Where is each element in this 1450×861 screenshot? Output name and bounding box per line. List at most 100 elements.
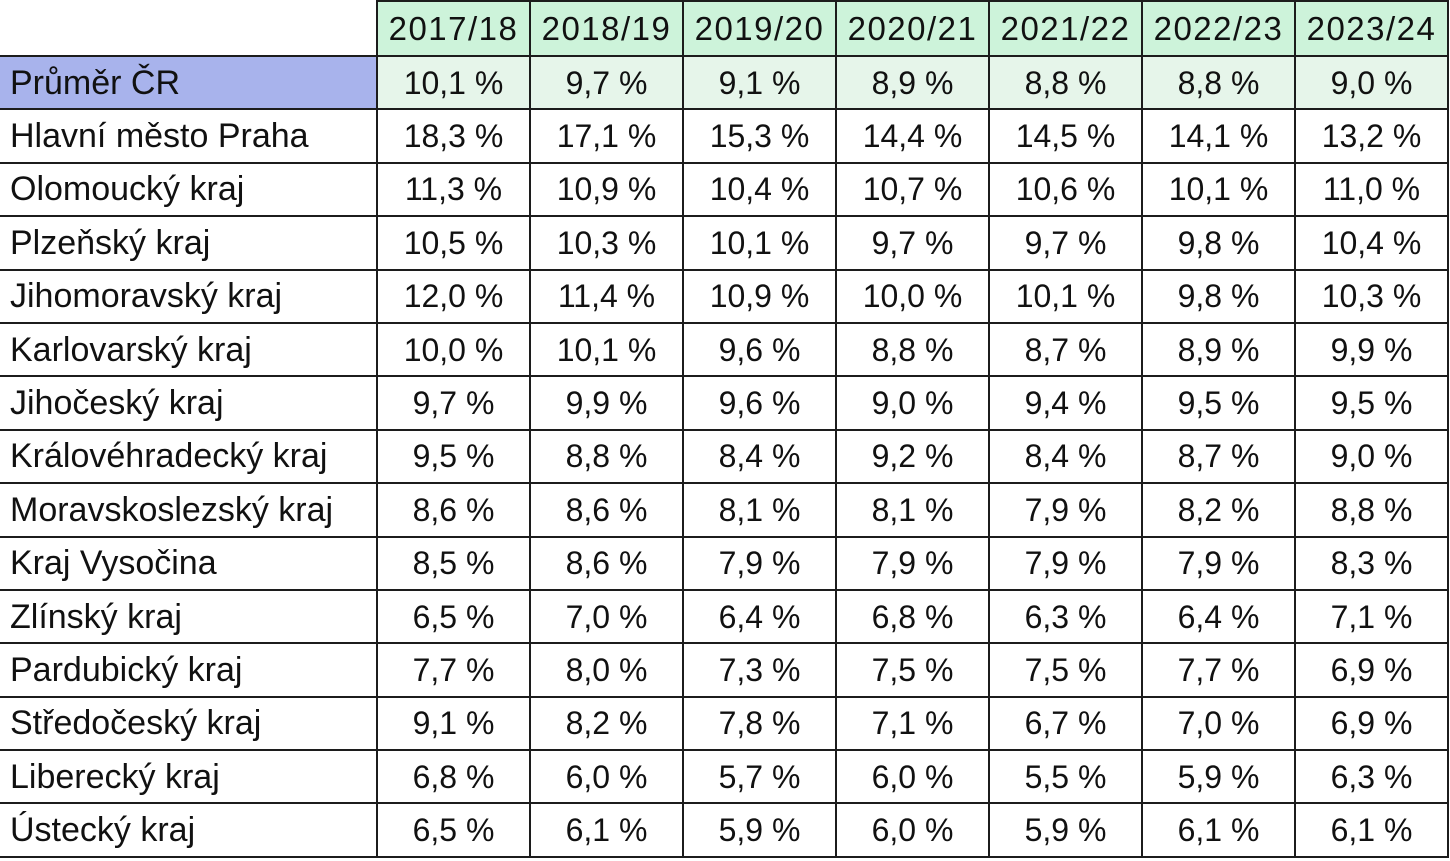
value-cell: 8,2 % bbox=[529, 695, 684, 752]
table-header: 2017/18 2018/19 2019/20 2020/21 2021/22 2022/… bbox=[0, 0, 1449, 57]
value-cell: 8,8 % bbox=[529, 428, 684, 485]
value-cell: 6,5 % bbox=[376, 802, 531, 858]
region-row: Středočeský kraj 9,1 % 8,2 % 7,8 % 7,1 % 6,7 … bbox=[0, 695, 1449, 752]
value-cell: 7,0 % bbox=[529, 588, 684, 645]
value-cell: 8,8 % bbox=[988, 54, 1143, 111]
value-cell: 17,1 % bbox=[529, 108, 684, 164]
value-cell: 14,1 % bbox=[1141, 108, 1296, 164]
value-cell: 9,5 % bbox=[1294, 375, 1449, 431]
region-row: Jihomoravský kraj 12,0 % 11,4 % 10,9 % 10,0 … bbox=[0, 268, 1449, 324]
value-cell: 10,9 % bbox=[529, 161, 684, 218]
value-cell: 10,9 % bbox=[682, 268, 837, 324]
value-cell: 10,4 % bbox=[1294, 215, 1449, 271]
region-row: Kraj Vysočina 8,5 % 8,6 % 7,9 % 7,9 % 7,9 % 7,… bbox=[0, 535, 1449, 591]
value-cell: 6,8 % bbox=[376, 749, 531, 805]
value-cell: 10,1 % bbox=[682, 215, 837, 271]
value-cell: 9,1 % bbox=[682, 54, 837, 111]
value-cell: 10,3 % bbox=[529, 215, 684, 271]
value-cell: 9,5 % bbox=[376, 428, 531, 485]
row-label: Zlínský kraj bbox=[0, 588, 378, 645]
value-cell: 9,0 % bbox=[1294, 428, 1449, 485]
value-cell: 8,2 % bbox=[1141, 482, 1296, 538]
value-cell: 6,7 % bbox=[988, 695, 1143, 752]
value-cell: 9,7 % bbox=[529, 54, 684, 111]
row-label: Kraj Vysočina bbox=[0, 535, 378, 591]
value-cell: 14,5 % bbox=[988, 108, 1143, 164]
value-cell: 11,0 % bbox=[1294, 161, 1449, 218]
value-cell: 6,4 % bbox=[682, 588, 837, 645]
row-label: Hlavní město Praha bbox=[0, 108, 378, 164]
value-cell: 7,9 % bbox=[1141, 535, 1296, 591]
value-cell: 8,6 % bbox=[376, 482, 531, 538]
column-header-2020-21: 2020/21 bbox=[835, 0, 990, 57]
value-cell: 9,7 % bbox=[376, 375, 531, 431]
value-cell: 7,9 % bbox=[682, 535, 837, 591]
column-header-2021-22: 2021/22 bbox=[988, 0, 1143, 57]
region-row: Moravskoslezský kraj 8,6 % 8,6 % 8,1 % 8,1 %… bbox=[0, 482, 1449, 538]
value-cell: 6,1 % bbox=[1294, 802, 1449, 858]
value-cell: 5,7 % bbox=[682, 749, 837, 805]
region-row: Ústecký kraj 6,5 % 6,1 % 5,9 % 6,0 % 5,9 % 6,1… bbox=[0, 802, 1449, 858]
value-cell: 11,3 % bbox=[376, 161, 531, 218]
header-row: 2017/18 2018/19 2019/20 2020/21 2021/22 2022/… bbox=[0, 0, 1449, 57]
value-cell: 6,1 % bbox=[1141, 802, 1296, 858]
row-label: Olomoucký kraj bbox=[0, 161, 378, 218]
value-cell: 13,2 % bbox=[1294, 108, 1449, 164]
value-cell: 8,3 % bbox=[1294, 535, 1449, 591]
value-cell: 6,1 % bbox=[529, 802, 684, 858]
average-row: Průměr ČR 10,1 % 9,7 % 9,1 % 8,9 % 8,8 % 8,8 %… bbox=[0, 54, 1449, 111]
value-cell: 8,8 % bbox=[1141, 54, 1296, 111]
value-cell: 9,1 % bbox=[376, 695, 531, 752]
row-label: Středočeský kraj bbox=[0, 695, 378, 752]
row-label: Průměr ČR bbox=[0, 54, 378, 111]
value-cell: 7,7 % bbox=[376, 642, 531, 698]
value-cell: 6,0 % bbox=[835, 749, 990, 805]
value-cell: 8,6 % bbox=[529, 535, 684, 591]
row-label: Jihočeský kraj bbox=[0, 375, 378, 431]
value-cell: 9,6 % bbox=[682, 321, 837, 378]
value-cell: 8,1 % bbox=[682, 482, 837, 538]
value-cell: 8,9 % bbox=[835, 54, 990, 111]
value-cell: 8,0 % bbox=[529, 642, 684, 698]
value-cell: 7,7 % bbox=[1141, 642, 1296, 698]
value-cell: 9,4 % bbox=[988, 375, 1143, 431]
row-label: Pardubický kraj bbox=[0, 642, 378, 698]
value-cell: 6,0 % bbox=[835, 802, 990, 858]
row-label: Karlovarský kraj bbox=[0, 321, 378, 378]
value-cell: 7,3 % bbox=[682, 642, 837, 698]
region-row: Zlínský kraj 6,5 % 7,0 % 6,4 % 6,8 % 6,3 % 6,4… bbox=[0, 588, 1449, 645]
value-cell: 7,8 % bbox=[682, 695, 837, 752]
value-cell: 6,0 % bbox=[529, 749, 684, 805]
value-cell: 8,6 % bbox=[529, 482, 684, 538]
region-row: Jihočeský kraj 9,7 % 9,9 % 9,6 % 9,0 % 9,4 % 9… bbox=[0, 375, 1449, 431]
row-label: Liberecký kraj bbox=[0, 749, 378, 805]
value-cell: 7,9 % bbox=[988, 535, 1143, 591]
value-cell: 8,4 % bbox=[682, 428, 837, 485]
value-cell: 6,5 % bbox=[376, 588, 531, 645]
value-cell: 6,3 % bbox=[1294, 749, 1449, 805]
value-cell: 8,8 % bbox=[835, 321, 990, 378]
value-cell: 10,3 % bbox=[1294, 268, 1449, 324]
value-cell: 7,0 % bbox=[1141, 695, 1296, 752]
value-cell: 8,8 % bbox=[1294, 482, 1449, 538]
value-cell: 10,0 % bbox=[835, 268, 990, 324]
value-cell: 7,1 % bbox=[1294, 588, 1449, 645]
value-cell: 6,8 % bbox=[835, 588, 990, 645]
value-cell: 6,9 % bbox=[1294, 695, 1449, 752]
value-cell: 9,2 % bbox=[835, 428, 990, 485]
value-cell: 8,5 % bbox=[376, 535, 531, 591]
row-label: Královéhradecký kraj bbox=[0, 428, 378, 485]
column-header-2018-19: 2018/19 bbox=[529, 0, 684, 57]
row-label: Jihomoravský kraj bbox=[0, 268, 378, 324]
value-cell: 10,0 % bbox=[376, 321, 531, 378]
row-label: Plzeňský kraj bbox=[0, 215, 378, 271]
value-cell: 10,1 % bbox=[529, 321, 684, 378]
value-cell: 8,1 % bbox=[835, 482, 990, 538]
region-row: Liberecký kraj 6,8 % 6,0 % 5,7 % 6,0 % 5,5 % 5… bbox=[0, 749, 1449, 805]
value-cell: 10,1 % bbox=[1141, 161, 1296, 218]
column-header-2023-24: 2023/24 bbox=[1294, 0, 1449, 57]
value-cell: 10,1 % bbox=[376, 54, 531, 111]
value-cell: 5,9 % bbox=[682, 802, 837, 858]
value-cell: 7,9 % bbox=[835, 535, 990, 591]
